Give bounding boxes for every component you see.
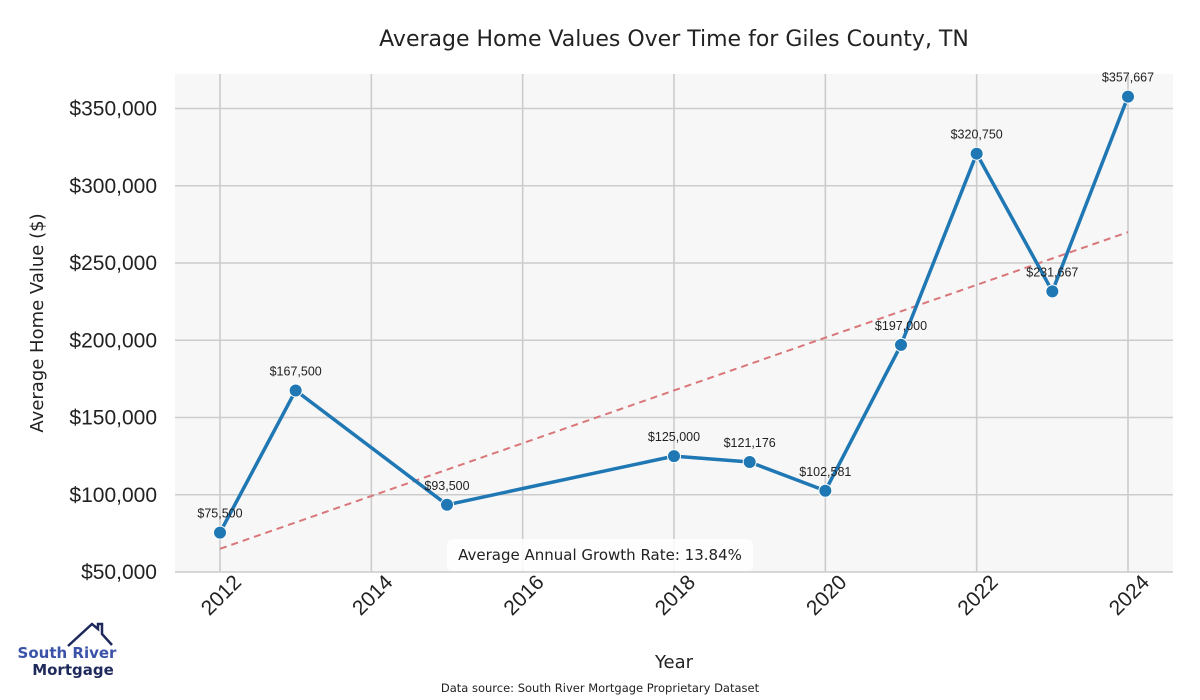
trend-line	[219, 231, 1129, 550]
trend-line-segment	[219, 231, 1129, 550]
x-tick-label: 2012	[197, 571, 246, 620]
y-tick-label: $300,000	[69, 175, 157, 198]
data-label: $320,750	[951, 128, 1003, 142]
x-tick-label: 2024	[1105, 571, 1155, 621]
y-tick-label: $350,000	[69, 98, 157, 121]
logo: South River Mortgage	[18, 622, 118, 679]
data-label: $75,500	[197, 507, 242, 521]
data-label: $231,667	[1026, 265, 1078, 279]
data-source: Data source: South River Mortgage Propri…	[441, 681, 760, 695]
data-point	[288, 383, 303, 398]
data-point	[440, 497, 454, 512]
data-point	[1121, 89, 1135, 104]
y-tick-label: $150,000	[69, 407, 157, 430]
series-polyline	[218, 94, 1130, 535]
series-line	[213, 89, 1135, 540]
data-point	[742, 455, 757, 470]
annotation-box	[447, 539, 753, 571]
y-tick-label: $50,000	[81, 561, 157, 584]
x-tick-label: 2020	[802, 571, 851, 620]
grid	[175, 74, 1173, 573]
data-point	[818, 483, 833, 498]
chart-title: Average Home Values Over Time for Giles …	[379, 27, 969, 52]
data-label: $93,500	[424, 479, 469, 493]
x-tick-label: 2014	[348, 571, 398, 621]
annotation-text: Average Annual Growth Rate: 13.84%	[458, 546, 742, 564]
data-point	[969, 146, 984, 161]
data-point	[667, 449, 681, 464]
y-tick-label: $100,000	[69, 484, 157, 507]
data-label: $167,500	[270, 364, 322, 378]
data-point	[894, 337, 908, 352]
data-label: $197,000	[875, 319, 927, 333]
x-tick-label: 2022	[953, 571, 1002, 620]
y-tick-label: $200,000	[69, 329, 157, 352]
y-tick-label: $250,000	[69, 252, 157, 275]
house-icon	[67, 622, 113, 647]
x-axis-label: Year	[654, 652, 694, 673]
x-tick-label: 2016	[499, 571, 548, 620]
data-point	[213, 525, 227, 540]
data-label: $125,000	[648, 430, 700, 444]
data-point	[1045, 284, 1060, 299]
data-label: $102,581	[799, 465, 851, 479]
y-axis-label: Average Home Value ($)	[27, 213, 48, 432]
data-label: $357,667	[1102, 71, 1154, 85]
data-labels: $75,500 $167,500 $93,500 $125,000 $121,176 $1…	[197, 71, 1154, 521]
y-axis-ticks: $50,000 $100,000 $150,000 $200,000 $250,000 $…	[69, 98, 157, 585]
data-label: $121,176	[724, 436, 776, 450]
logo-line1: South River	[18, 644, 118, 662]
logo-line2: Mortgage	[32, 661, 114, 679]
growth-rate-annotation: Average Annual Growth Rate: 13.84%	[447, 539, 753, 571]
x-tick-label: 2018	[651, 571, 700, 620]
x-axis-ticks: 2012 2014 2016 2018 2020 2022 2024	[197, 571, 1155, 621]
